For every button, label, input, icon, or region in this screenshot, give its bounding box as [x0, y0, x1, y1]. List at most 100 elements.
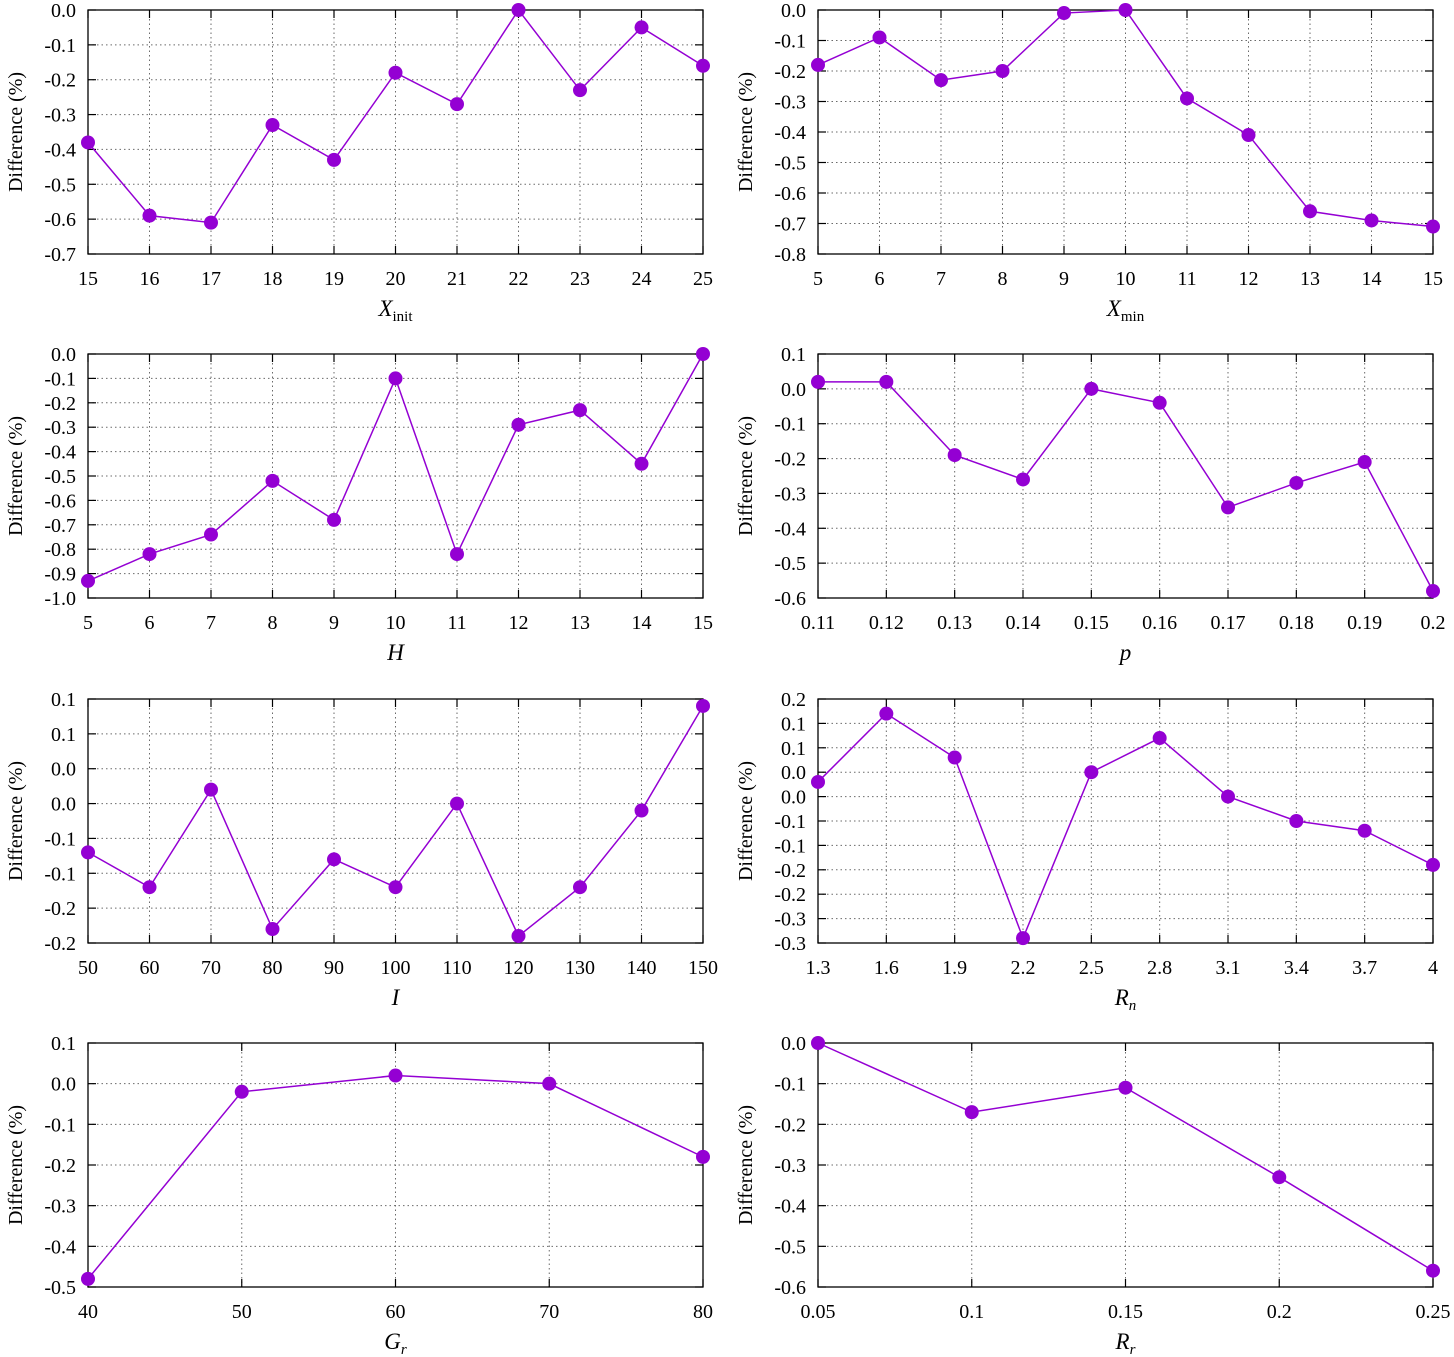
data-point — [234, 1084, 249, 1099]
data-point — [1357, 455, 1372, 470]
x-tick-label: 2.2 — [1011, 957, 1036, 979]
x-tick-label: 22 — [509, 268, 529, 290]
y-tick-label: -0.1 — [44, 35, 76, 57]
x-tick-label: 12 — [1239, 268, 1259, 290]
data-point — [1084, 381, 1099, 396]
y-axis-label: Difference (%) — [735, 72, 757, 192]
data-point — [1241, 128, 1256, 143]
x-tick-label: 0.17 — [1211, 612, 1246, 634]
x-tick-label: 14 — [632, 612, 652, 634]
data-point — [81, 573, 95, 588]
x-tick-label: 11 — [447, 612, 466, 634]
data-point — [511, 929, 526, 944]
data-point — [811, 774, 825, 789]
y-axis-label: Difference (%) — [735, 761, 757, 881]
y-tick-label: 0.1 — [781, 344, 806, 366]
y-tick-label: -0.1 — [44, 1114, 76, 1136]
data-point — [947, 750, 962, 765]
x-tick-label: 0.12 — [869, 612, 904, 634]
data-point — [872, 30, 887, 45]
data-point — [327, 852, 341, 867]
x-tick-label: 13 — [570, 612, 590, 634]
data-point — [811, 374, 825, 389]
data-point — [204, 782, 218, 797]
y-tick-label: -0.1 — [774, 1074, 806, 1096]
y-tick-label: 0.0 — [51, 759, 76, 781]
x-tick-label: 2.5 — [1079, 957, 1104, 979]
x-tick-label: 70 — [201, 957, 221, 979]
y-tick-label: -0.2 — [44, 70, 76, 92]
x-axis-label-symbol: X — [1106, 296, 1122, 321]
y-tick-label: 0.0 — [781, 787, 806, 809]
data-point — [995, 64, 1010, 78]
x-tick-label: 120 — [504, 957, 534, 979]
x-tick-label: 130 — [565, 957, 595, 979]
x-tick-label: 3.1 — [1216, 957, 1241, 979]
x-tick-label: 70 — [539, 1301, 559, 1323]
x-axis-label: Xinit — [377, 296, 413, 325]
x-tick-label: 15 — [1423, 268, 1443, 290]
y-tick-label: -0.2 — [44, 933, 76, 955]
plot-frame — [87, 1042, 704, 1288]
chart-panel-4: 0.11 0.12 0.13 0.14 0.15 0.16 0.17 0.18 0.19 0.2 0… — [735, 344, 1446, 665]
x-tick-label: 60 — [140, 957, 160, 979]
y-tick-label: -0.2 — [774, 860, 806, 882]
x-tick-label: 0.13 — [937, 612, 972, 634]
data-point — [634, 20, 649, 35]
data-point — [1180, 91, 1194, 106]
data-point — [964, 1105, 979, 1120]
data-point — [1221, 789, 1235, 804]
x-tick-label: 5 — [813, 268, 823, 290]
x-tick-label: 0.14 — [1006, 612, 1041, 634]
data-point — [573, 880, 587, 895]
y-tick-label: -0.1 — [44, 828, 76, 850]
x-tick-label: 15 — [78, 268, 98, 290]
x-tick-label: 140 — [627, 957, 657, 979]
x-tick-label: 15 — [693, 612, 713, 634]
data-point — [204, 527, 218, 542]
y-tick-label: -0.4 — [774, 518, 806, 540]
data-point — [450, 97, 464, 112]
x-tick-label: 0.18 — [1279, 612, 1314, 634]
plot-frame — [817, 353, 1434, 599]
y-axis-label: Difference (%) — [735, 416, 757, 536]
x-tick-label: 9 — [1059, 268, 1069, 290]
series-line — [818, 381, 1434, 592]
chart-panel-5: 50 60 70 80 90 100 110 120 130 140 150 0.1 0.1 0.0 0.0… — [5, 689, 718, 1010]
y-tick-label: -0.6 — [774, 1277, 806, 1299]
data-point — [1289, 475, 1304, 490]
plot-frame — [817, 698, 1434, 944]
y-tick-label: -0.5 — [774, 1236, 806, 1258]
x-tick-label: 13 — [1300, 268, 1320, 290]
y-tick-label: -0.1 — [774, 811, 806, 833]
y-axis-label: Difference (%) — [5, 761, 27, 881]
data-point — [696, 698, 710, 713]
x-tick-label: 3.7 — [1352, 957, 1377, 979]
y-tick-label: -0.5 — [774, 553, 806, 575]
plot-frame — [87, 698, 704, 944]
y-tick-label: -0.3 — [774, 1155, 806, 1177]
x-axis-label: Xmin — [1106, 296, 1145, 325]
x-axis-label-symbol: X — [377, 296, 393, 321]
y-tick-label: -0.2 — [774, 1114, 806, 1136]
x-tick-label: 0.15 — [1108, 1301, 1143, 1323]
y-axis-label: Difference (%) — [5, 72, 27, 192]
data-point — [511, 417, 526, 432]
chart-panel-1: 15 16 17 18 19 20 21 22 23 24 25 0.0 -0.1 -0.2 -0.3 -0.… — [5, 0, 713, 325]
x-axis-label: Gr — [384, 1329, 407, 1357]
y-tick-label: 0.0 — [781, 1033, 806, 1055]
data-point — [696, 1149, 710, 1164]
x-tick-label: 50 — [78, 957, 98, 979]
y-tick-label: -0.4 — [44, 442, 76, 464]
y-tick-label: 0.1 — [51, 1033, 76, 1055]
data-point — [204, 215, 218, 230]
data-point — [1084, 765, 1099, 780]
y-tick-label: 0.1 — [51, 689, 76, 711]
data-point — [1057, 6, 1071, 21]
x-axis-label-symbol: I — [391, 985, 401, 1010]
x-tick-label: 11 — [1177, 268, 1196, 290]
series-line — [817, 712, 1434, 941]
data-point — [1152, 395, 1167, 410]
y-tick-label: -0.6 — [44, 490, 76, 512]
x-axis-label: p — [1118, 640, 1132, 665]
